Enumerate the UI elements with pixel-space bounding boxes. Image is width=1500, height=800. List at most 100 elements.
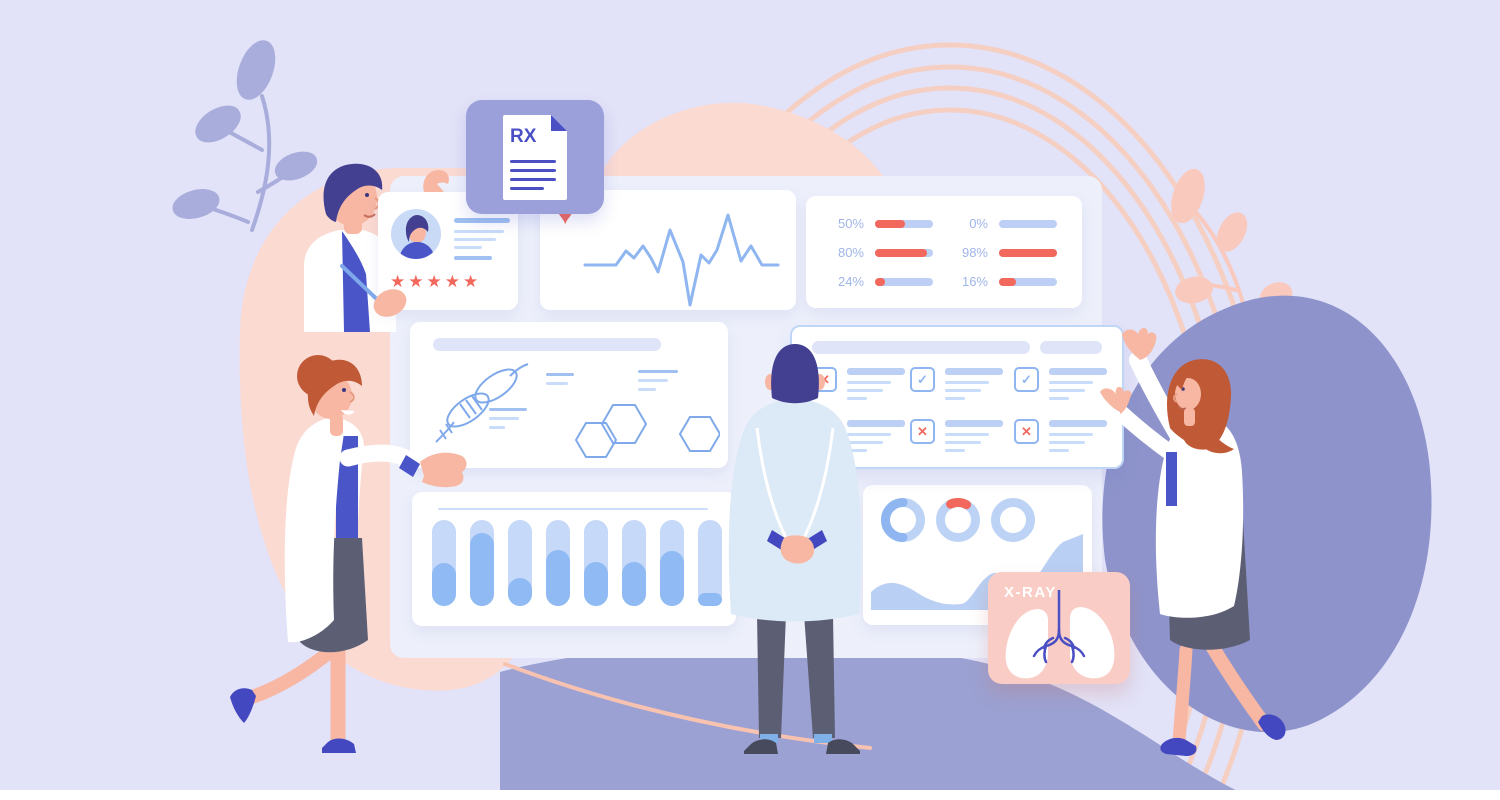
- stat-progress-track: [875, 248, 933, 257]
- profile-text-line: [454, 256, 492, 260]
- checkbox: ✕: [812, 419, 837, 444]
- doctor-pointing-hair: [323, 163, 383, 222]
- doctor-pointing-shirt: [342, 231, 370, 332]
- bar-fill: [622, 562, 646, 606]
- cross-icon: ✕: [1021, 423, 1032, 439]
- star-icon: ★: [390, 272, 409, 291]
- star-icon: ★: [408, 272, 427, 291]
- card-text-line: [489, 417, 519, 420]
- checklist-text-lines: [1049, 367, 1107, 405]
- checklist-item: ✓: [1014, 367, 1107, 405]
- doctor-pointing-mouth: [363, 213, 376, 218]
- card-text-line: [546, 373, 574, 376]
- profile-text-line: [454, 238, 496, 241]
- dna-molecule-diagram: [435, 363, 720, 458]
- shoe-icon: [744, 739, 778, 754]
- stat-progress-track: [999, 219, 1057, 228]
- purple-branch-decor: [172, 40, 318, 232]
- checklist-text-lines: [847, 419, 905, 457]
- checklist-item: ✕: [812, 419, 905, 457]
- card-header-pill: [812, 341, 1030, 354]
- bar-fill: [660, 551, 684, 606]
- bar-track: [432, 520, 456, 606]
- rx-text-line: [510, 160, 556, 163]
- stat-progress-fill: [875, 277, 886, 286]
- bar-fill: [546, 550, 570, 606]
- checkbox: ✓: [1014, 367, 1039, 392]
- pink-branch-decor: [1171, 168, 1293, 347]
- progress-stats-card: 50% 80% 24% 0% 98% 16%: [806, 196, 1082, 308]
- rx-text-line: [510, 187, 544, 190]
- stat-percentage-label: 80%: [837, 245, 864, 260]
- doctor-pointing-neck: [344, 212, 362, 234]
- star-icon: ★: [426, 272, 445, 291]
- chart-divider-line: [438, 508, 708, 510]
- card-text-line: [489, 408, 527, 411]
- card-text-line: [638, 388, 656, 391]
- rx-label: RX: [510, 126, 537, 147]
- prescription-rx-card: RX: [466, 100, 604, 214]
- bar-fill: [508, 578, 532, 606]
- checkbox: ✕: [910, 419, 935, 444]
- bar-fill: [584, 562, 608, 606]
- rating-stars: ★★★★★: [390, 272, 481, 292]
- molecule-hexagons: [574, 404, 720, 458]
- shoe-icon: [1160, 737, 1197, 756]
- stat-progress-fill: [875, 219, 906, 228]
- stat-progress-track: [875, 277, 933, 286]
- stat-row: 80%: [828, 238, 933, 267]
- checkbox: ✓: [910, 367, 935, 392]
- stat-progress-track: [999, 248, 1057, 257]
- bar-track: [584, 520, 608, 606]
- stat-progress-fill: [999, 248, 1057, 257]
- checkmark-icon: ✓: [1021, 371, 1032, 387]
- bar-track: [546, 520, 570, 606]
- checklist-item: ✓: [910, 367, 1003, 405]
- stat-progress-track: [999, 277, 1057, 286]
- star-icon: ★: [463, 272, 482, 291]
- star-icon: ★: [444, 272, 463, 291]
- stat-row: 98%: [952, 238, 1057, 267]
- checklist-text-lines: [945, 419, 1003, 457]
- stat-percentage-label: 98%: [961, 245, 988, 260]
- bar-chart-card: [412, 492, 736, 626]
- xray-card: X-RAY: [988, 572, 1130, 684]
- checklist-item: ✕: [910, 419, 1003, 457]
- checkmark-icon: ✓: [917, 371, 928, 387]
- patient-avatar: [391, 209, 441, 259]
- stat-row: 24%: [828, 267, 933, 296]
- checklist-text-lines: [847, 367, 905, 405]
- bar-fill: [470, 533, 494, 606]
- bar-fill: [432, 563, 456, 606]
- card-header-pill: [433, 338, 661, 351]
- shoe-icon: [230, 688, 256, 723]
- pink-mound-decor: [598, 102, 884, 178]
- dna-research-card: [410, 322, 728, 468]
- rx-text-line: [510, 178, 556, 181]
- stat-percentage-label: 24%: [837, 274, 864, 289]
- stats-column-right: 0% 98% 16%: [952, 209, 1057, 296]
- bottom-border: [0, 790, 1500, 800]
- checklist-text-lines: [945, 367, 1003, 405]
- stat-progress-track: [875, 219, 933, 228]
- peach-line-decor: [503, 662, 872, 750]
- stat-progress-fill: [875, 248, 928, 257]
- rx-folded-corner: [551, 115, 567, 131]
- card-text-line: [638, 379, 668, 382]
- card-text-line: [638, 370, 678, 373]
- profile-text-line: [454, 246, 482, 249]
- stat-row: 0%: [952, 209, 1057, 238]
- bar-track: [660, 520, 684, 606]
- profile-text-line: [454, 230, 504, 233]
- stat-percentage-label: 16%: [961, 274, 988, 289]
- checkbox: ✕: [812, 367, 837, 392]
- doctor-pointing-eye: [365, 193, 369, 197]
- bar-track: [698, 520, 722, 606]
- stat-row: 50%: [828, 209, 933, 238]
- shoe-icon: [826, 739, 860, 754]
- shoe-icon: [1258, 714, 1286, 740]
- checklist-item: ✕: [812, 367, 905, 405]
- purple-wave-decor: [500, 643, 1255, 800]
- checklist-item: ✕: [1014, 419, 1107, 457]
